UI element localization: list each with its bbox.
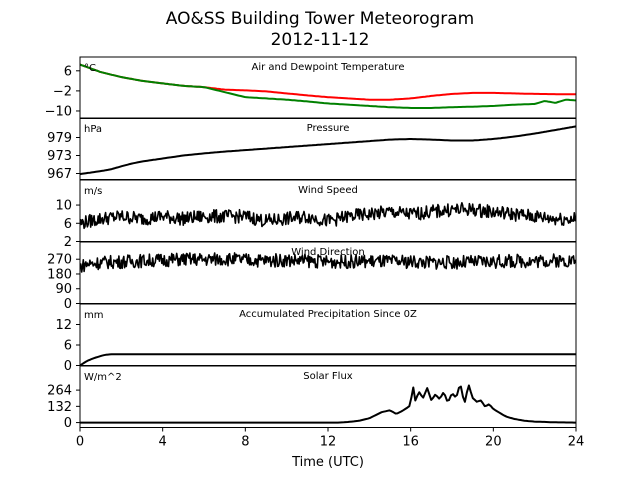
y-tick-label: 967 xyxy=(47,167,72,182)
y-tick-label: 10 xyxy=(55,199,72,214)
series-line-4-1 xyxy=(80,252,576,273)
y-tick-label: 0 xyxy=(64,416,72,431)
y-tick-label: 264 xyxy=(47,384,72,399)
figure-title: AO&SS Building Tower Meteorogram xyxy=(166,9,474,29)
panel-title: Accumulated Precipitation Since 0Z xyxy=(239,309,417,320)
series-line-5-1 xyxy=(80,353,576,366)
x-axis-label: Time (UTC) xyxy=(291,455,364,470)
y-tick-label: 270 xyxy=(47,253,72,268)
x-tick-label: 16 xyxy=(402,435,419,450)
y-tick-label: 979 xyxy=(47,131,72,146)
panel-5: 12 6 0 mm Accumulated Precipitation Since 0Z xyxy=(55,303,577,374)
y-tick-label: 0 xyxy=(64,297,72,312)
panel-unit-label: W/m^2 xyxy=(84,372,122,383)
x-tick-label: 4 xyxy=(159,435,167,450)
series-line-6-1 xyxy=(80,384,576,424)
y-tick-label: 132 xyxy=(47,400,72,415)
panel-unit-label: hPa xyxy=(84,124,102,135)
series-line-3-1 xyxy=(80,202,576,230)
panels-group: 6−2−10°C Air and Dewpoint Temperature9799… xyxy=(45,56,577,431)
x-tick-label: 0 xyxy=(76,435,84,450)
panel-3: 10 6 2 m/s Wind Speed xyxy=(55,179,577,250)
y-tick-label: 0 xyxy=(64,359,72,374)
figure-subtitle: 2012-11-12 xyxy=(271,30,370,50)
series-line-2-1 xyxy=(80,125,576,176)
panel-title: Air and Dewpoint Temperature xyxy=(252,62,405,73)
x-tick-label: 20 xyxy=(485,435,502,450)
panel-title: Wind Direction xyxy=(291,247,365,258)
x-tick-label: 24 xyxy=(568,435,585,450)
y-tick-label: −10 xyxy=(45,104,72,119)
y-tick-label: 973 xyxy=(47,149,72,164)
y-tick-label: 180 xyxy=(47,267,72,282)
y-tick-label: 2 xyxy=(64,235,72,250)
x-tick-label: 8 xyxy=(241,435,249,450)
y-tick-label: 6 xyxy=(64,217,72,232)
panel-title: Solar Flux xyxy=(303,371,353,382)
panel-unit-label: °C xyxy=(84,63,96,74)
y-tick-label: −2 xyxy=(53,84,72,99)
panel-1: 6 −2 −10 °C Air and Dewpoint Temperature xyxy=(45,56,577,119)
y-tick-label: 12 xyxy=(55,318,72,333)
y-tick-label: 6 xyxy=(64,64,72,79)
panel-title: Wind Speed xyxy=(298,185,358,196)
panel-title: Pressure xyxy=(307,123,350,134)
series-line-1-2 xyxy=(80,63,576,109)
y-tick-label: 6 xyxy=(64,339,72,354)
x-tick-label: 12 xyxy=(320,435,337,450)
panel-unit-label: m/s xyxy=(84,186,102,197)
x-axis: 0 4 8 12 16 20 24 xyxy=(76,427,585,450)
y-tick-label: 90 xyxy=(55,282,72,297)
panel-unit-label: mm xyxy=(84,310,103,321)
panel-2: 979 973 967 hPa Pressure xyxy=(47,117,577,182)
